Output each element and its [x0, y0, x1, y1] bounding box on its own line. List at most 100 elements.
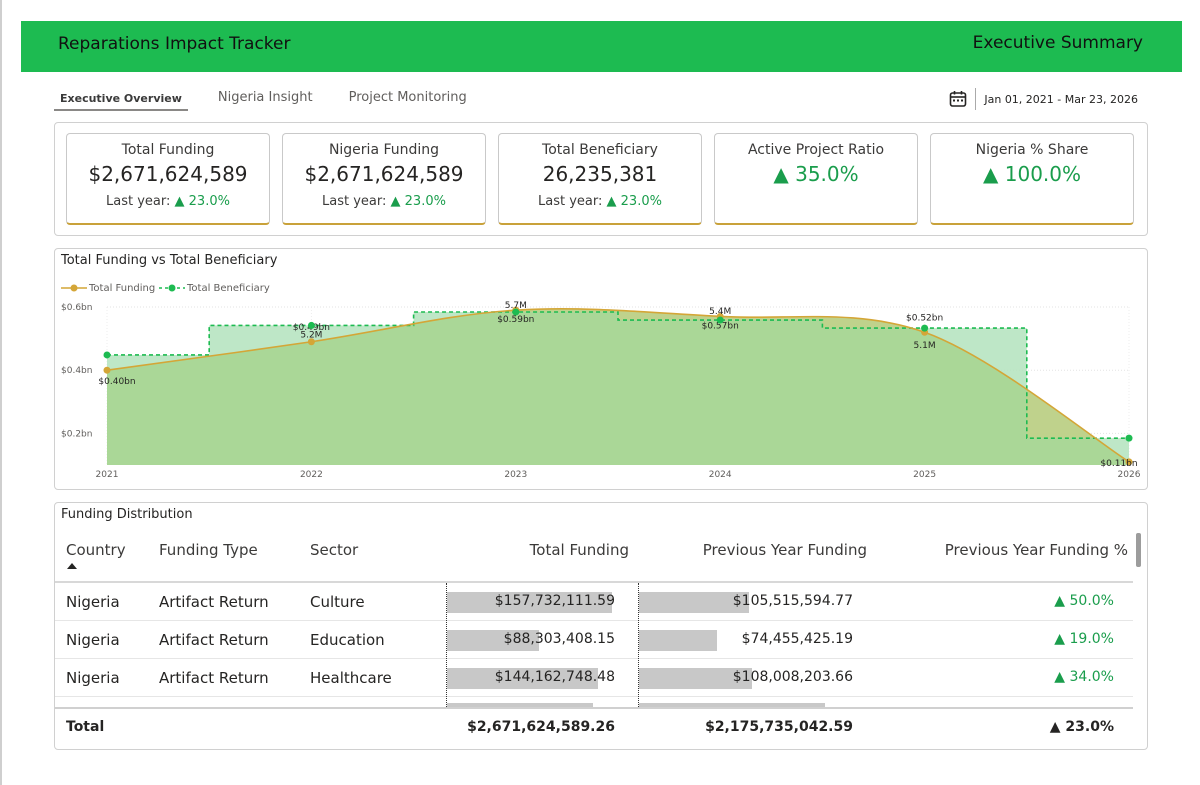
legend-funding-label: Total Funding	[88, 283, 155, 294]
column-header-country[interactable]: Country	[66, 541, 126, 559]
table-scrollbar[interactable]	[1136, 533, 1141, 567]
cell-country: Nigeria	[66, 593, 120, 611]
x-tick-label: 2026	[1118, 470, 1141, 480]
kpi-sub-value: ▲ 23.0%	[174, 194, 230, 209]
cell-previous-year-funding: $105,515,594.77	[732, 593, 853, 609]
cell-funding-type: Artifact Return	[159, 593, 269, 611]
kpi-panel: Total Funding $2,671,624,589 Last year: …	[54, 122, 1148, 236]
table-row[interactable]: Nigeria Artifact Return Culture $157,732…	[55, 583, 1133, 621]
table-row[interactable]: Nigeria Artifact Return Healthcare $144,…	[55, 659, 1133, 697]
date-divider	[975, 88, 977, 110]
tab-project-monitoring[interactable]: Project Monitoring	[348, 90, 467, 105]
app-header: Reparations Impact Tracker Executive Sum…	[21, 21, 1182, 72]
calendar-icon[interactable]	[949, 90, 967, 108]
page-subtitle: Executive Summary	[972, 33, 1143, 53]
kpi-value: $2,671,624,589	[88, 162, 248, 186]
beneficiary-line	[107, 311, 1129, 439]
total-funding-bar	[447, 630, 539, 651]
kpi-value: ▲ 35.0%	[773, 162, 859, 186]
previous-funding-bar	[639, 592, 749, 613]
kpi-label: Nigeria % Share	[975, 142, 1089, 158]
chart-title: Total Funding vs Total Beneficiary	[61, 253, 278, 268]
cell-total-funding: $88,303,408.15	[503, 631, 615, 647]
table-row[interactable]: Nigeria Artifact Return Education $88,30…	[55, 621, 1133, 659]
funding-line	[106, 308, 1130, 463]
beneficiary-data-label: 5.7M	[505, 301, 527, 311]
beneficiary-point	[1125, 434, 1133, 442]
cell-country: Nigeria	[66, 631, 120, 649]
column-header-previous-year-funding-pct[interactable]: Previous Year Funding %	[944, 541, 1128, 559]
cell-total-funding: $157,732,111.59	[494, 593, 615, 609]
cell-total-funding: $144,162,748.48	[494, 669, 615, 685]
legend-beneficiary-label: Total Beneficiary	[186, 283, 270, 294]
kpi-value: ▲ 100.0%	[983, 162, 1081, 186]
total-funding-bar	[447, 592, 612, 613]
beneficiary-data-label: 5.2M	[300, 330, 322, 340]
beneficiary-point	[103, 351, 111, 359]
y-tick-label: $0.6bn	[61, 303, 92, 313]
beneficiary-point	[716, 316, 724, 324]
column-divider	[446, 583, 447, 707]
table-title: Funding Distribution	[61, 507, 193, 522]
previous-funding-bar	[639, 703, 825, 707]
cell-sector: Education	[310, 631, 385, 649]
y-tick-label: $0.4bn	[61, 366, 92, 376]
column-header-funding-type[interactable]: Funding Type	[159, 541, 258, 559]
chart-canvas: $0.2bn $0.4bn $0.6bn 2021 2022 2023 2024 2025 20…	[61, 283, 1141, 480]
x-tick-label: 2022	[300, 470, 323, 480]
funding-data-label: $0.57bn	[702, 321, 739, 331]
funding-point	[307, 338, 315, 346]
kpi-last-year: Last year: ▲ 23.0%	[499, 194, 701, 209]
date-range-filter[interactable]: Jan 01, 2021 - Mar 23, 2026	[949, 88, 1138, 110]
cell-sector: Culture	[310, 593, 365, 611]
beneficiary-data-label: 5.4M	[709, 307, 731, 317]
cell-previous-year-pct: ▲ 34.0%	[1054, 669, 1114, 685]
x-tick-label: 2021	[96, 470, 119, 480]
table-row-partial	[55, 697, 1133, 707]
column-header-sector[interactable]: Sector	[310, 541, 359, 559]
cell-country: Nigeria	[66, 669, 120, 687]
cell-previous-year-funding: $108,008,203.66	[732, 669, 853, 685]
previous-funding-sum: $2,175,735,042.59	[705, 719, 853, 735]
funding-vs-beneficiary-chart: Total Funding vs Total Beneficiary $0.2b…	[54, 248, 1148, 490]
previous-funding-bar	[639, 630, 717, 651]
y-tick-label: $0.2bn	[61, 429, 92, 439]
column-divider	[638, 583, 639, 707]
kpi-last-year: Last year: ▲ 23.0%	[283, 194, 485, 209]
date-range-text[interactable]: Jan 01, 2021 - Mar 23, 2026	[984, 92, 1138, 106]
column-header-previous-year-funding[interactable]: Previous Year Funding	[702, 541, 867, 559]
beneficiary-point	[307, 321, 315, 329]
kpi-card-total-beneficiary: Total Beneficiary 26,235,381 Last year: …	[498, 133, 702, 225]
x-tick-label: 2023	[504, 470, 527, 480]
kpi-last-year: Last year: ▲ 23.0%	[67, 194, 269, 209]
tab-nigeria-insight[interactable]: Nigeria Insight	[217, 90, 313, 105]
kpi-sub-label: Last year:	[322, 194, 387, 209]
tab-executive-overview[interactable]: Executive Overview	[54, 89, 188, 111]
kpi-sub-value: ▲ 23.0%	[390, 194, 446, 209]
total-funding-sum: $2,671,624,589.26	[467, 719, 615, 735]
app-title: Reparations Impact Tracker	[58, 34, 291, 54]
kpi-card-total-funding: Total Funding $2,671,624,589 Last year: …	[66, 133, 270, 225]
kpi-label: Active Project Ratio	[747, 142, 885, 158]
total-label: Total	[66, 719, 105, 735]
funding-data-label: $0.11bn	[1100, 459, 1137, 469]
previous-funding-bar	[639, 668, 752, 689]
kpi-value: $2,671,624,589	[304, 162, 464, 186]
total-funding-bar	[447, 668, 598, 689]
funding-data-label: $0.59bn	[497, 315, 534, 325]
funding-data-label: $0.52bn	[906, 313, 943, 323]
kpi-sub-label: Last year:	[106, 194, 171, 209]
kpi-card-nigeria-funding: Nigeria Funding $2,671,624,589 Last year…	[282, 133, 486, 225]
kpi-card-active-project-ratio: Active Project Ratio ▲ 35.0%	[714, 133, 918, 225]
kpi-sub-label: Last year:	[538, 194, 603, 209]
funding-distribution-table: Funding Distribution Country Funding Typ…	[54, 502, 1148, 750]
column-header-total-funding[interactable]: Total Funding	[529, 541, 629, 559]
cell-previous-year-funding: $74,455,425.19	[741, 631, 853, 647]
kpi-label: Total Funding	[121, 142, 215, 158]
header-divider	[55, 581, 1133, 583]
funding-point	[1125, 458, 1133, 466]
total-pct: ▲ 23.0%	[1049, 719, 1114, 735]
sort-ascending-icon[interactable]	[67, 563, 77, 569]
kpi-sub-value: ▲ 23.0%	[606, 194, 662, 209]
x-tick-label: 2025	[913, 470, 936, 480]
